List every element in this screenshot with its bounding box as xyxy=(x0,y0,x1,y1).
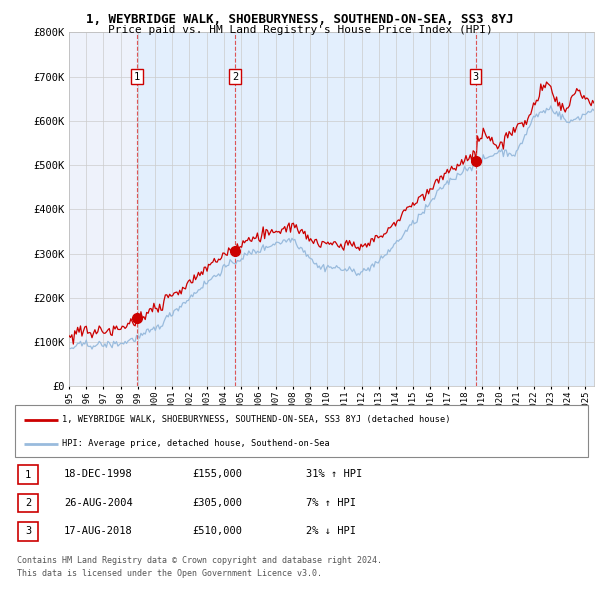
Text: 2: 2 xyxy=(25,498,31,508)
Text: 1, WEYBRIDGE WALK, SHOEBURYNESS, SOUTHEND-ON-SEA, SS3 8YJ (detached house): 1, WEYBRIDGE WALK, SHOEBURYNESS, SOUTHEN… xyxy=(62,415,451,424)
Text: 1: 1 xyxy=(134,72,140,81)
Bar xyxy=(137,32,235,386)
Text: 18-DEC-1998: 18-DEC-1998 xyxy=(64,470,133,479)
Bar xyxy=(476,32,594,386)
Text: £305,000: £305,000 xyxy=(192,498,242,507)
FancyBboxPatch shape xyxy=(18,522,38,540)
Text: 3: 3 xyxy=(473,72,479,81)
FancyBboxPatch shape xyxy=(15,405,588,457)
Text: £510,000: £510,000 xyxy=(192,526,242,536)
Text: 31% ↑ HPI: 31% ↑ HPI xyxy=(306,470,362,479)
Text: 26-AUG-2004: 26-AUG-2004 xyxy=(64,498,133,507)
Text: Contains HM Land Registry data © Crown copyright and database right 2024.: Contains HM Land Registry data © Crown c… xyxy=(17,556,382,565)
FancyBboxPatch shape xyxy=(18,494,38,512)
Text: 7% ↑ HPI: 7% ↑ HPI xyxy=(306,498,356,507)
FancyBboxPatch shape xyxy=(18,466,38,484)
Bar xyxy=(235,32,476,386)
Text: 17-AUG-2018: 17-AUG-2018 xyxy=(64,526,133,536)
Text: £155,000: £155,000 xyxy=(192,470,242,479)
Text: Price paid vs. HM Land Registry's House Price Index (HPI): Price paid vs. HM Land Registry's House … xyxy=(107,25,493,35)
Text: 2: 2 xyxy=(232,72,238,81)
Text: HPI: Average price, detached house, Southend-on-Sea: HPI: Average price, detached house, Sout… xyxy=(62,439,330,448)
Text: 2% ↓ HPI: 2% ↓ HPI xyxy=(306,526,356,536)
Text: 3: 3 xyxy=(25,526,31,536)
Text: 1: 1 xyxy=(25,470,31,480)
Text: 1, WEYBRIDGE WALK, SHOEBURYNESS, SOUTHEND-ON-SEA, SS3 8YJ: 1, WEYBRIDGE WALK, SHOEBURYNESS, SOUTHEN… xyxy=(86,13,514,26)
Text: This data is licensed under the Open Government Licence v3.0.: This data is licensed under the Open Gov… xyxy=(17,569,322,578)
